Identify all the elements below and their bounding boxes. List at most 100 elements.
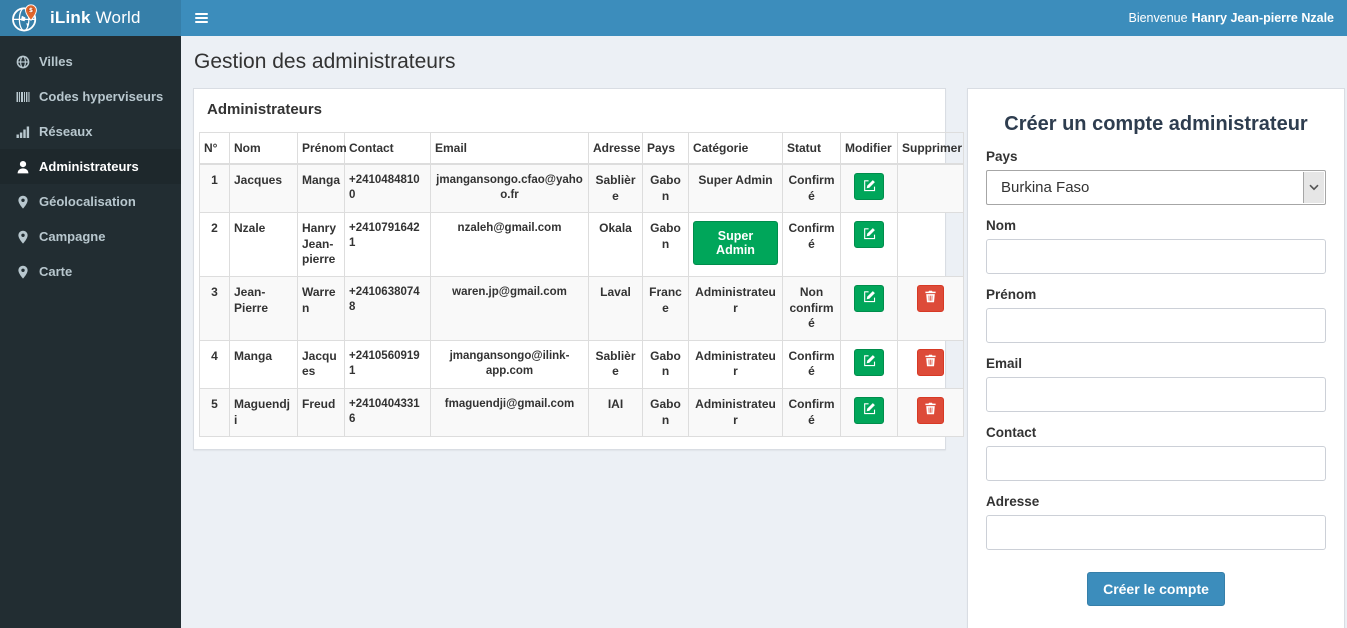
barcode-icon <box>15 89 30 104</box>
admin-row: 2 Nzale Hanry Jean-pierre +24107916421 nzale… <box>199 212 964 277</box>
column-header-nom: Nom <box>229 132 298 165</box>
cell-email: jmangansongo@ilink-app.com <box>430 339 589 389</box>
cell-email: waren.jp@gmail.com <box>430 275 589 341</box>
cell-pays: Gabon <box>642 163 689 214</box>
cell-modifier <box>840 212 898 277</box>
trash-icon <box>924 402 937 418</box>
input-email[interactable] <box>986 377 1326 412</box>
cell-supprimer <box>897 275 964 341</box>
select-pays[interactable]: Burkina Faso <box>986 170 1326 205</box>
cell-categorie: Administrateur <box>688 387 783 438</box>
column-header-adresse: Adresse <box>588 132 643 165</box>
edit-button[interactable] <box>854 396 884 424</box>
cell-modifier <box>840 163 898 214</box>
cell-adresse: Sablière <box>588 163 643 214</box>
sidebar-toggle-button[interactable] <box>181 0 221 36</box>
cell-prenom: Hanry Jean-pierre <box>297 212 345 277</box>
admin-row: 3 Jean-Pierre Warren +24106380748 waren.jp@g… <box>199 275 964 341</box>
field-label-pays: Pays <box>986 149 1018 164</box>
cell-adresse: IAI <box>588 387 643 438</box>
cell-statut: Confirmé <box>782 212 841 277</box>
map-marker-icon <box>15 194 30 209</box>
edit-button[interactable] <box>854 221 884 249</box>
cell-pays: Gabon <box>642 212 689 277</box>
cell-supprimer <box>897 387 964 438</box>
cell-categorie: Administrateur <box>688 275 783 341</box>
sidebar-item-label: Codes hyperviseurs <box>39 89 164 104</box>
sidebar-item-reseaux[interactable]: Réseaux <box>0 114 181 149</box>
sidebar-item-codes-hyperviseurs[interactable]: Codes hyperviseurs <box>0 79 181 114</box>
brand-title: iLink World <box>50 8 141 27</box>
cell-statut: Confirmé <box>782 339 841 389</box>
edit-button[interactable] <box>854 284 884 312</box>
edit-button[interactable] <box>854 173 884 200</box>
admin-row: 1 Jacques Manga +24104848100 jmangansongo.cf… <box>199 163 964 214</box>
field-label-email: Email <box>986 356 1023 371</box>
cell-nom: Maguendji <box>229 387 298 438</box>
cell-statut: Non confirmé <box>782 275 841 341</box>
sidebar-item-villes[interactable]: Villes <box>0 44 181 79</box>
column-header-categorie: Catégorie <box>688 132 783 165</box>
edit-button[interactable] <box>854 348 884 376</box>
top-navbar: $ iLink World Bienvenue Hanry Jean-pierr… <box>0 0 1347 36</box>
cell-email: nzaleh@gmail.com <box>430 212 589 277</box>
cell-contact: +24104043316 <box>344 387 431 438</box>
chevron-down-icon <box>1303 172 1324 203</box>
input-adresse[interactable] <box>986 515 1326 550</box>
column-header-statut: Statut <box>782 132 841 165</box>
user-icon <box>15 159 30 174</box>
field-label-contact: Contact <box>986 425 1037 440</box>
field-label-adresse: Adresse <box>986 494 1040 509</box>
create-account-button[interactable]: Créer le compte <box>1087 572 1225 606</box>
sidebar-item-campagne[interactable]: Campagne <box>0 219 181 254</box>
cell-num: 1 <box>199 163 230 214</box>
cell-pays: France <box>642 275 689 341</box>
input-prenom[interactable] <box>986 308 1326 343</box>
delete-button[interactable] <box>917 348 944 376</box>
signal-icon <box>15 124 30 139</box>
globe-pin-logo-icon: $ <box>10 3 41 34</box>
cell-pays: Gabon <box>642 339 689 389</box>
sidebar-item-label: Villes <box>39 54 73 69</box>
sidebar-item-carte[interactable]: Carte <box>0 254 181 289</box>
edit-icon <box>863 290 876 306</box>
cell-email: fmaguendji@gmail.com <box>430 387 589 438</box>
cell-num: 5 <box>199 387 230 438</box>
cell-supprimer <box>897 212 964 277</box>
cell-contact: +24104848100 <box>344 163 431 214</box>
form-title: Créer un compte administrateur <box>1004 113 1308 135</box>
column-header-pays: Pays <box>642 132 689 165</box>
globe-icon <box>15 54 30 69</box>
field-label-prenom: Prénom <box>986 287 1037 302</box>
cell-modifier <box>840 387 898 438</box>
sidebar-item-geolocalisation[interactable]: Géolocalisation <box>0 184 181 219</box>
sidebar-menu: Villes Codes hyperviseurs Réseaux Administr… <box>0 44 181 289</box>
delete-button[interactable] <box>917 396 944 424</box>
cell-nom: Nzale <box>229 212 298 277</box>
column-header-supprimer: Supprimer <box>897 132 964 165</box>
map-marker-icon <box>15 229 30 244</box>
administrators-panel: Administrateurs N° Nom Prénom Contact Email A… <box>193 88 964 451</box>
cell-prenom: Warren <box>297 275 345 341</box>
sidebar-item-label: Carte <box>39 264 73 279</box>
delete-button[interactable] <box>917 284 944 312</box>
panel-title: Administrateurs <box>207 101 323 118</box>
cell-pays: Gabon <box>642 387 689 438</box>
app-logo[interactable]: $ iLink World <box>0 0 181 36</box>
sidebar: Villes Codes hyperviseurs Réseaux Administr… <box>0 36 181 628</box>
cell-categorie: Administrateur <box>688 339 783 389</box>
input-contact[interactable] <box>986 446 1326 481</box>
sidebar-item-administrateurs[interactable]: Administrateurs <box>0 149 181 184</box>
cell-nom: Jacques <box>229 163 298 214</box>
edit-icon <box>863 227 876 243</box>
trash-icon <box>924 290 937 306</box>
welcome-user-name: Hanry Jean-pierre Nzale <box>1191 11 1334 25</box>
super-admin-badge-button[interactable]: Super Admin <box>693 221 778 266</box>
form-fields: Pays Burkina Faso Nom Prénom Email Contact Adr… <box>986 149 1326 550</box>
cell-prenom: Manga <box>297 163 345 214</box>
input-nom[interactable] <box>986 239 1326 274</box>
cell-supprimer <box>897 163 964 214</box>
edit-icon <box>863 402 876 418</box>
cell-contact: +24106380748 <box>344 275 431 341</box>
admin-row: 5 Maguendji Freud +24104043316 fmaguendji@gm… <box>199 387 964 438</box>
